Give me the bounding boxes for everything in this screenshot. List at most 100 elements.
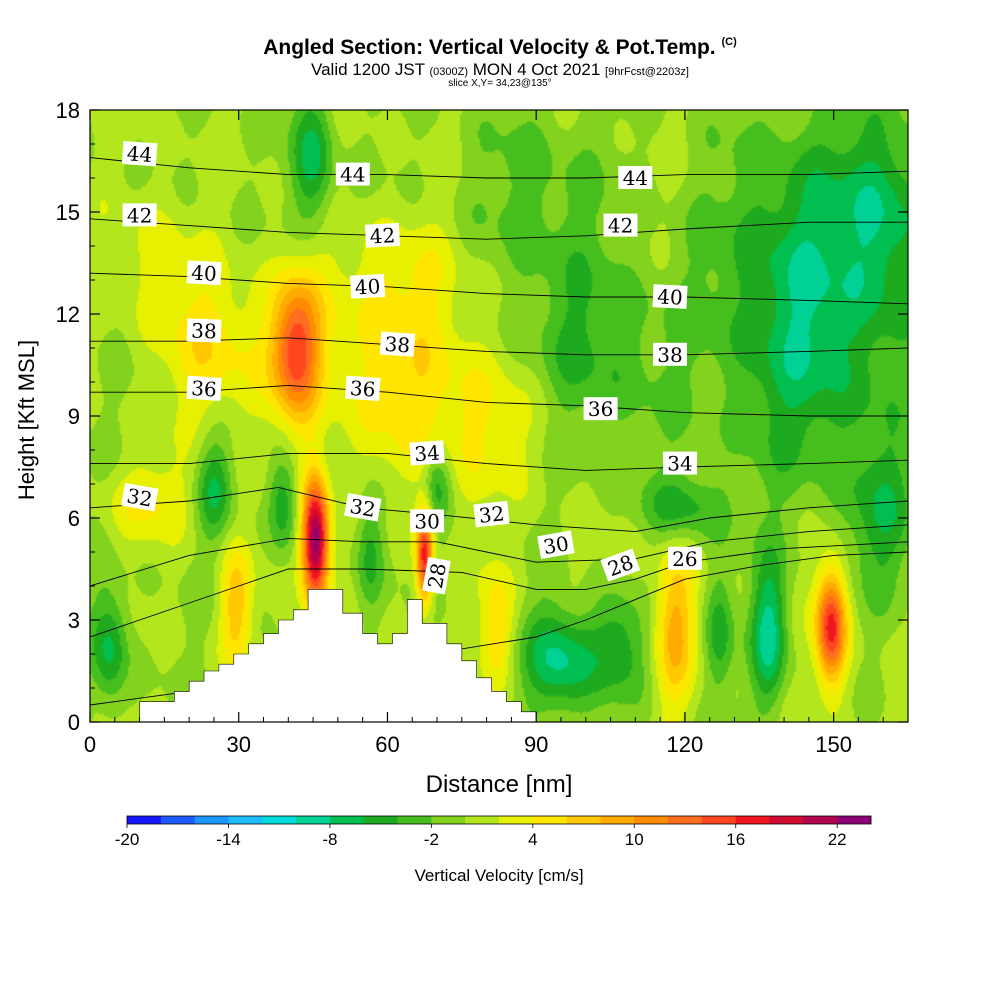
colorbar-tick-label: -2 bbox=[424, 830, 439, 849]
x-tick-label: 150 bbox=[815, 732, 852, 757]
contour-label: 28 bbox=[422, 556, 451, 595]
colorbar-swatch bbox=[532, 816, 567, 824]
colorbar-swatch bbox=[803, 816, 838, 824]
terrain-mask bbox=[90, 589, 908, 722]
valid-date: MON 4 Oct 2021 bbox=[472, 60, 601, 79]
contour-label: 40 bbox=[652, 284, 688, 310]
svg-text:44: 44 bbox=[126, 141, 153, 167]
colorbar-swatch bbox=[397, 816, 432, 824]
x-tick-label: 90 bbox=[524, 732, 548, 757]
colorbar-swatch bbox=[465, 816, 500, 824]
svg-text:32: 32 bbox=[478, 501, 506, 528]
svg-text:34: 34 bbox=[667, 452, 692, 476]
theta-contour-40 bbox=[90, 272, 908, 305]
contour-label: 38 bbox=[653, 342, 687, 367]
svg-text:26: 26 bbox=[672, 547, 697, 571]
contour-label: 26 bbox=[667, 546, 702, 571]
colorbar: -20 -14 -8 -2 4 10 16 22 bbox=[115, 815, 872, 849]
y-axis-label: Height [Kft MSL] bbox=[14, 340, 39, 500]
colorbar-tick-label: 10 bbox=[625, 830, 644, 849]
svg-text:34: 34 bbox=[414, 441, 441, 467]
colorbar-swatch bbox=[566, 816, 601, 824]
colorbar-tick-label: 22 bbox=[828, 830, 847, 849]
theta-contour-36 bbox=[90, 384, 908, 417]
svg-text:42: 42 bbox=[127, 203, 152, 227]
colorbar-swatch bbox=[735, 816, 770, 824]
contour-label: 38 bbox=[186, 318, 222, 343]
forecast-info: [9hrFcst@2203z] bbox=[605, 66, 689, 78]
colorbar-frame bbox=[126, 815, 872, 825]
colorbar-swatch bbox=[329, 816, 365, 824]
svg-text:30: 30 bbox=[541, 531, 570, 559]
svg-text:36: 36 bbox=[588, 397, 613, 421]
svg-text:36: 36 bbox=[349, 376, 376, 402]
x-tick-label: 60 bbox=[375, 732, 399, 757]
y-tick-label: 0 bbox=[68, 710, 80, 735]
colorbar-swatch bbox=[160, 816, 195, 824]
contour-label: 30 bbox=[410, 509, 445, 533]
contour-label: 32 bbox=[473, 500, 510, 528]
x-tick-label: 0 bbox=[84, 732, 96, 757]
slice-info: slice X,Y= 34,23@135° bbox=[448, 78, 552, 89]
contour-label: 44 bbox=[335, 162, 370, 187]
svg-text:38: 38 bbox=[384, 332, 411, 358]
colorbar-label: Vertical Velocity [cm/s] bbox=[414, 866, 583, 885]
colorbar-swatch bbox=[634, 816, 669, 824]
y-tick-label: 15 bbox=[56, 200, 80, 225]
chart-subtitle: Valid 1200 JST (0300Z) MON 4 Oct 2021 [9… bbox=[0, 60, 1000, 80]
colorbar-swatch bbox=[228, 816, 263, 824]
contour-label: 36 bbox=[583, 397, 618, 421]
contour-labels: 44 44 44 42 42 42 40 40 40 38 38 38 36 36 36 34 34 32 32 32… bbox=[120, 141, 702, 595]
axes: 0 30 60 90 120 150 0 36 9 12 15 18 bbox=[56, 98, 908, 757]
y-tick-label: 18 bbox=[56, 98, 80, 123]
svg-text:42: 42 bbox=[608, 214, 633, 238]
x-tick-label: 30 bbox=[226, 732, 250, 757]
contour-label: 40 bbox=[186, 260, 222, 286]
valid-time: Valid 1200 JST bbox=[311, 60, 425, 79]
svg-text:32: 32 bbox=[125, 484, 154, 512]
svg-text:30: 30 bbox=[414, 509, 439, 533]
colorbar-swatch bbox=[769, 816, 804, 824]
colorbar-swatch bbox=[499, 816, 534, 824]
x-axis-label: Distance [nm] bbox=[426, 771, 573, 798]
chart-title-text: Angled Section: Vertical Velocity & Pot.… bbox=[263, 36, 716, 59]
colorbar-tick-label: -8 bbox=[322, 830, 337, 849]
contour-label: 40 bbox=[349, 273, 386, 299]
contour-label: 36 bbox=[186, 375, 222, 402]
svg-text:28: 28 bbox=[423, 561, 451, 590]
chart-title: Angled Section: Vertical Velocity & Pot.… bbox=[0, 36, 1000, 60]
theta-contour-38 bbox=[90, 337, 908, 356]
contour-label: 36 bbox=[344, 375, 381, 402]
colorbar-swatch bbox=[837, 816, 872, 824]
svg-text:44: 44 bbox=[623, 166, 648, 190]
x-tick-label: 120 bbox=[667, 732, 704, 757]
contour-label: 44 bbox=[618, 166, 653, 190]
contour-label: 42 bbox=[364, 222, 401, 248]
colorbar-tick-label: 16 bbox=[726, 830, 745, 849]
contour-label: 42 bbox=[122, 203, 157, 227]
y-tick-label: 3 bbox=[68, 608, 80, 633]
y-tick-label: 12 bbox=[56, 302, 80, 327]
contour-label: 32 bbox=[344, 493, 382, 522]
svg-text:44: 44 bbox=[340, 163, 365, 187]
colorbar-swatch bbox=[600, 816, 635, 824]
theta-contour-44 bbox=[90, 157, 908, 179]
colorbar-swatch bbox=[363, 816, 398, 824]
vertical-velocity-field bbox=[90, 110, 908, 722]
svg-text:36: 36 bbox=[190, 376, 217, 402]
title-mark: (C) bbox=[721, 36, 737, 48]
colorbar-tick-label: -20 bbox=[115, 830, 140, 849]
theta-contour-30 bbox=[90, 524, 908, 587]
svg-text:42: 42 bbox=[369, 223, 396, 248]
colorbar-swatch bbox=[296, 816, 331, 824]
y-tick-label: 9 bbox=[68, 404, 80, 429]
theta-contour-34 bbox=[90, 452, 908, 471]
contour-label: 44 bbox=[121, 141, 158, 167]
contour-label: 38 bbox=[379, 331, 416, 358]
svg-text:40: 40 bbox=[354, 274, 381, 299]
theta-contour-28 bbox=[90, 541, 908, 638]
plot-area: 44 44 44 42 42 42 40 40 40 38 38 38 36 36 36 34 34 32 32 32… bbox=[90, 110, 908, 722]
svg-text:40: 40 bbox=[191, 261, 218, 286]
theta-contour-42 bbox=[90, 218, 908, 240]
